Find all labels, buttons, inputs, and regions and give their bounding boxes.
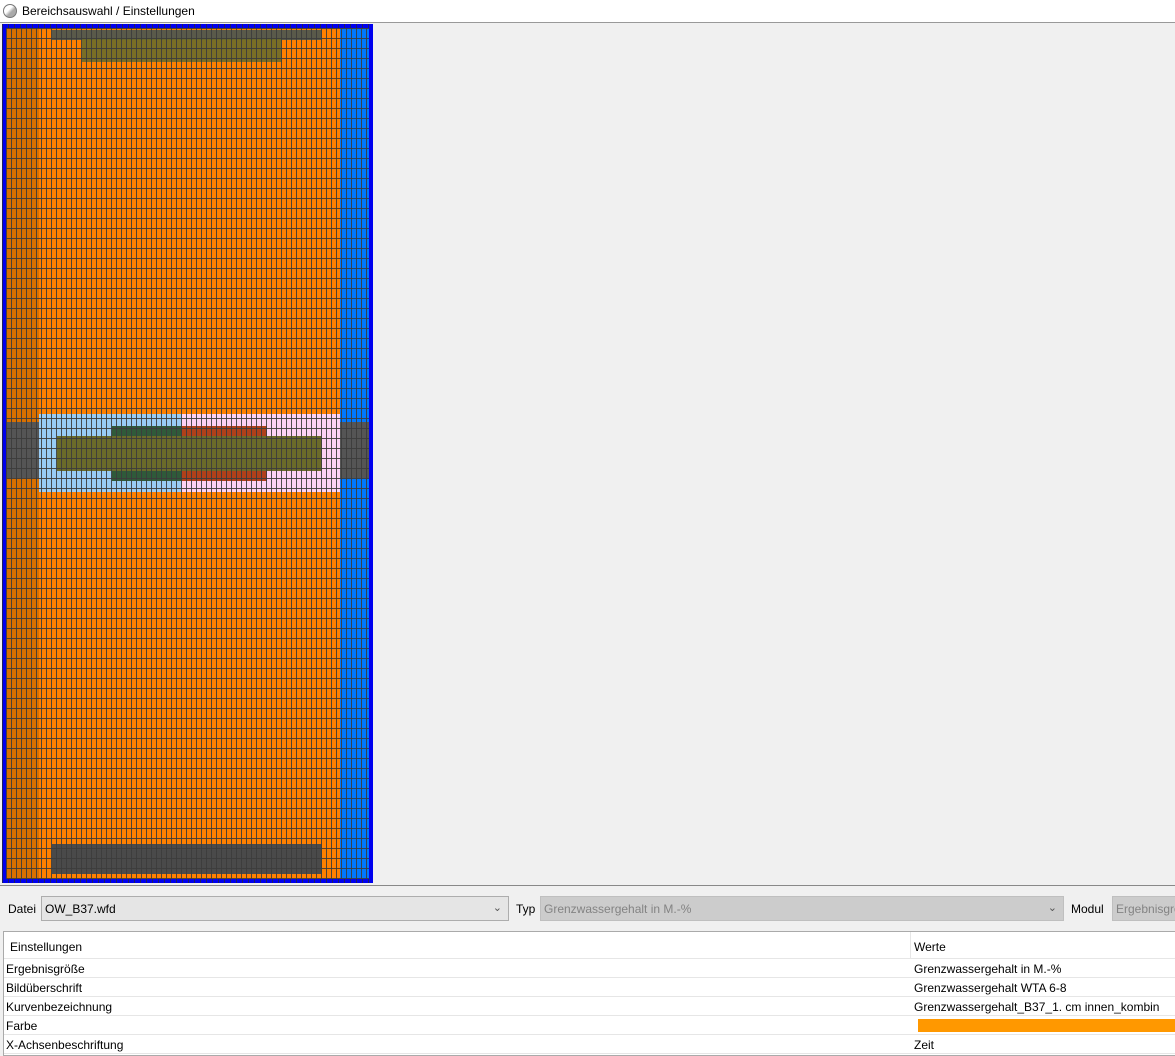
table-header: Einstellungen Werte [4, 932, 1175, 959]
toolbar: Datei OW_B37.wfd ⌄ Typ Grenzwassergehalt… [0, 896, 1175, 921]
modul-label: Modul [1071, 902, 1104, 916]
mesh-grid [6, 28, 369, 879]
modul-value: Ergebnisgröße [1116, 902, 1175, 916]
setting-name: Bildüberschrift [6, 981, 83, 995]
chevron-down-icon: ⌄ [1047, 902, 1057, 914]
typ-select[interactable]: Grenzwassergehalt in M.-% ⌄ [540, 896, 1064, 921]
settings-table: Einstellungen Werte Ergebnisgröße Grenzw… [3, 931, 1175, 1056]
header-einstellungen[interactable]: Einstellungen [10, 940, 83, 954]
table-row[interactable]: Farbe [4, 1016, 1175, 1035]
table-row[interactable]: Kurvenbezeichnung Grenzwassergehalt_B37_… [4, 997, 1175, 1016]
setting-value[interactable]: Zeit [914, 1038, 935, 1052]
typ-label: Typ [516, 902, 536, 916]
setting-value[interactable]: Grenzwassergehalt in M.-% [914, 962, 1062, 976]
datei-select[interactable]: OW_B37.wfd ⌄ [41, 896, 509, 921]
mesh-view[interactable] [2, 24, 373, 883]
app-icon [3, 4, 17, 18]
chevron-down-icon: ⌄ [492, 902, 502, 914]
datei-label: Datei [8, 902, 37, 916]
setting-name: X-Achsenbeschriftung [6, 1038, 124, 1052]
table-row[interactable]: Ergebnisgröße Grenzwassergehalt in M.-% [4, 959, 1175, 978]
setting-value[interactable]: Grenzwassergehalt_B37_1. cm innen_kombin [914, 1000, 1160, 1014]
datei-value: OW_B37.wfd [45, 902, 116, 916]
color-swatch[interactable] [918, 1019, 1175, 1032]
modul-select[interactable]: Ergebnisgröße [1112, 896, 1175, 921]
title-bar: Bereichsauswahl / Einstellungen [0, 0, 1175, 23]
setting-name: Ergebnisgröße [6, 962, 85, 976]
setting-value[interactable]: Grenzwassergehalt WTA 6-8 [914, 981, 1067, 995]
header-werte[interactable]: Werte [914, 940, 946, 954]
window-title: Bereichsauswahl / Einstellungen [22, 4, 195, 18]
settings-panel: Datei OW_B37.wfd ⌄ Typ Grenzwassergehalt… [0, 885, 1175, 1056]
column-divider[interactable] [910, 932, 911, 959]
setting-name: Farbe [6, 1019, 38, 1033]
setting-name: Kurvenbezeichnung [6, 1000, 113, 1014]
table-row[interactable]: X-Achsenbeschriftung Zeit [4, 1035, 1175, 1054]
typ-value: Grenzwassergehalt in M.-% [544, 902, 692, 916]
table-row[interactable]: Bildüberschrift Grenzwassergehalt WTA 6-… [4, 978, 1175, 997]
